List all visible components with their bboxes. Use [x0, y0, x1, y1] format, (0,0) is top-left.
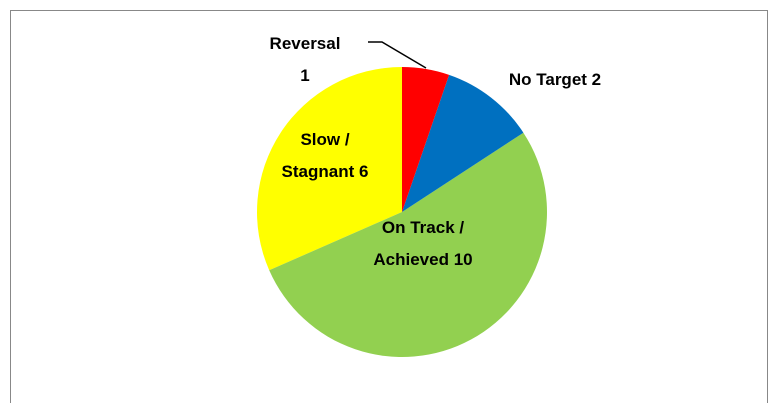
slice-value: 6	[359, 162, 369, 181]
slice-name: No Target	[508, 70, 587, 89]
data-label: Reversal 1	[265, 28, 345, 92]
pie-slice	[402, 74, 524, 212]
chart-frame	[10, 10, 768, 403]
slice-name: Reversal	[269, 34, 341, 53]
slice-value: 2	[591, 70, 602, 89]
pie-slice	[257, 67, 402, 271]
pie-slice	[402, 67, 450, 212]
slice-name: On Track / Achieved	[373, 218, 465, 269]
slice-name: Slow / Stagnant	[281, 130, 355, 181]
slice-value: 10	[453, 250, 473, 269]
slice-value: 1	[300, 66, 310, 85]
leader-line	[368, 41, 427, 69]
pie-slice	[269, 132, 547, 357]
data-label: On Track / Achieved 10	[363, 212, 483, 276]
data-label: No Target 2	[490, 64, 620, 96]
data-label: Slow / Stagnant 6	[270, 124, 380, 188]
